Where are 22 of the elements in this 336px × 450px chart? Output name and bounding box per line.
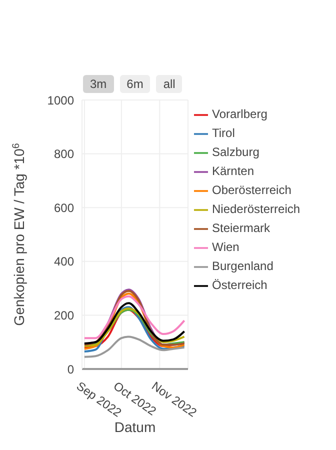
x-axis-title: Datum bbox=[114, 419, 156, 435]
range-button[interactable]: 3m bbox=[83, 75, 114, 93]
legend-label: Burgenland bbox=[212, 259, 274, 273]
legend-label: Salzburg bbox=[212, 145, 260, 159]
legend-label: Wien bbox=[212, 240, 240, 254]
y-tick-label: 400 bbox=[54, 254, 74, 269]
y-tick-label: 800 bbox=[54, 147, 74, 162]
legend-label: Kärnten bbox=[212, 164, 254, 178]
legend-label: Niederösterreich bbox=[212, 202, 300, 216]
y-tick-label: 1000 bbox=[47, 93, 74, 108]
y-tick-label: 200 bbox=[54, 308, 74, 322]
legend-label: Österreich bbox=[212, 278, 268, 292]
line-series bbox=[83, 336, 186, 358]
range-button[interactable]: 6m bbox=[120, 75, 150, 93]
range-button[interactable]: all bbox=[156, 75, 182, 93]
legend-label: Steiermark bbox=[212, 221, 270, 235]
legend-label: Oberösterreich bbox=[212, 183, 292, 197]
line-series bbox=[83, 295, 186, 340]
y-tick-label: 600 bbox=[54, 200, 74, 215]
legend-label: Vorarlberg bbox=[212, 107, 268, 121]
legend-label: Tirol bbox=[212, 126, 235, 140]
y-tick-label: 0 bbox=[67, 362, 74, 376]
